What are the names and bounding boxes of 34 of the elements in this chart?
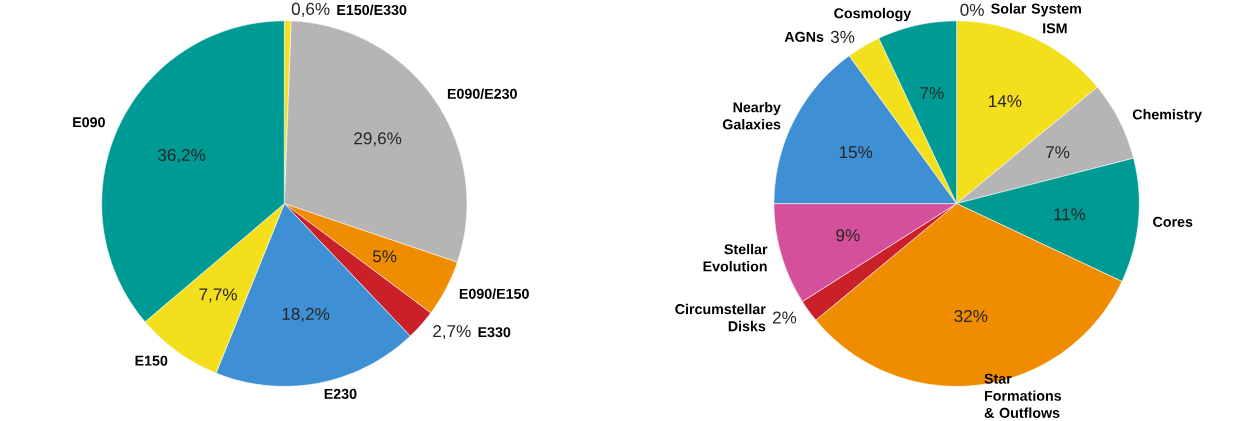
data-label: 3%: [830, 30, 855, 43]
data-label: 11%: [1054, 208, 1086, 221]
data-label: 2,7%: [433, 325, 471, 340]
slice-label: E090/E150: [459, 288, 529, 300]
data-label: 9%: [836, 229, 860, 242]
slice-label: E330: [478, 327, 511, 338]
slice-label: Nearby Galaxies: [722, 101, 781, 130]
category-label: Solar System: [991, 3, 1081, 17]
data-label: 5%: [372, 250, 397, 263]
data-label: 29,6%: [354, 132, 402, 147]
data-label: 0,6%: [291, 2, 330, 18]
data-label: 14%: [989, 95, 1022, 108]
slice-label: Circumstellar Disks: [675, 303, 766, 332]
data-label: 7%: [1046, 146, 1070, 159]
data-label: 7,7%: [199, 288, 237, 303]
slice-label: Chemistry: [1132, 109, 1202, 123]
slice-label: ISM: [1043, 23, 1067, 34]
data-label: 18,2%: [282, 307, 330, 323]
slice-label: E150: [135, 355, 168, 366]
slice-label: Star Formations & Outflows: [984, 373, 1062, 419]
data-label: 2%: [772, 311, 797, 324]
slice-label: E090: [73, 117, 105, 128]
slice-label: Cosmology: [834, 7, 912, 22]
data-label: 15%: [839, 146, 873, 159]
data-label: 36,2%: [157, 149, 206, 164]
data-label: 32%: [954, 310, 988, 323]
text: 0%: [960, 3, 984, 17]
slice-label: E230: [324, 388, 357, 400]
data-label: 7%: [920, 87, 944, 100]
slice-label: E150/E330: [337, 4, 407, 16]
slice-label: E090/E230: [447, 88, 517, 100]
slice-label: Cores: [1153, 216, 1193, 227]
slice-label: Stellar Evolution: [703, 243, 768, 272]
slice-label: AGNs: [784, 31, 824, 42]
